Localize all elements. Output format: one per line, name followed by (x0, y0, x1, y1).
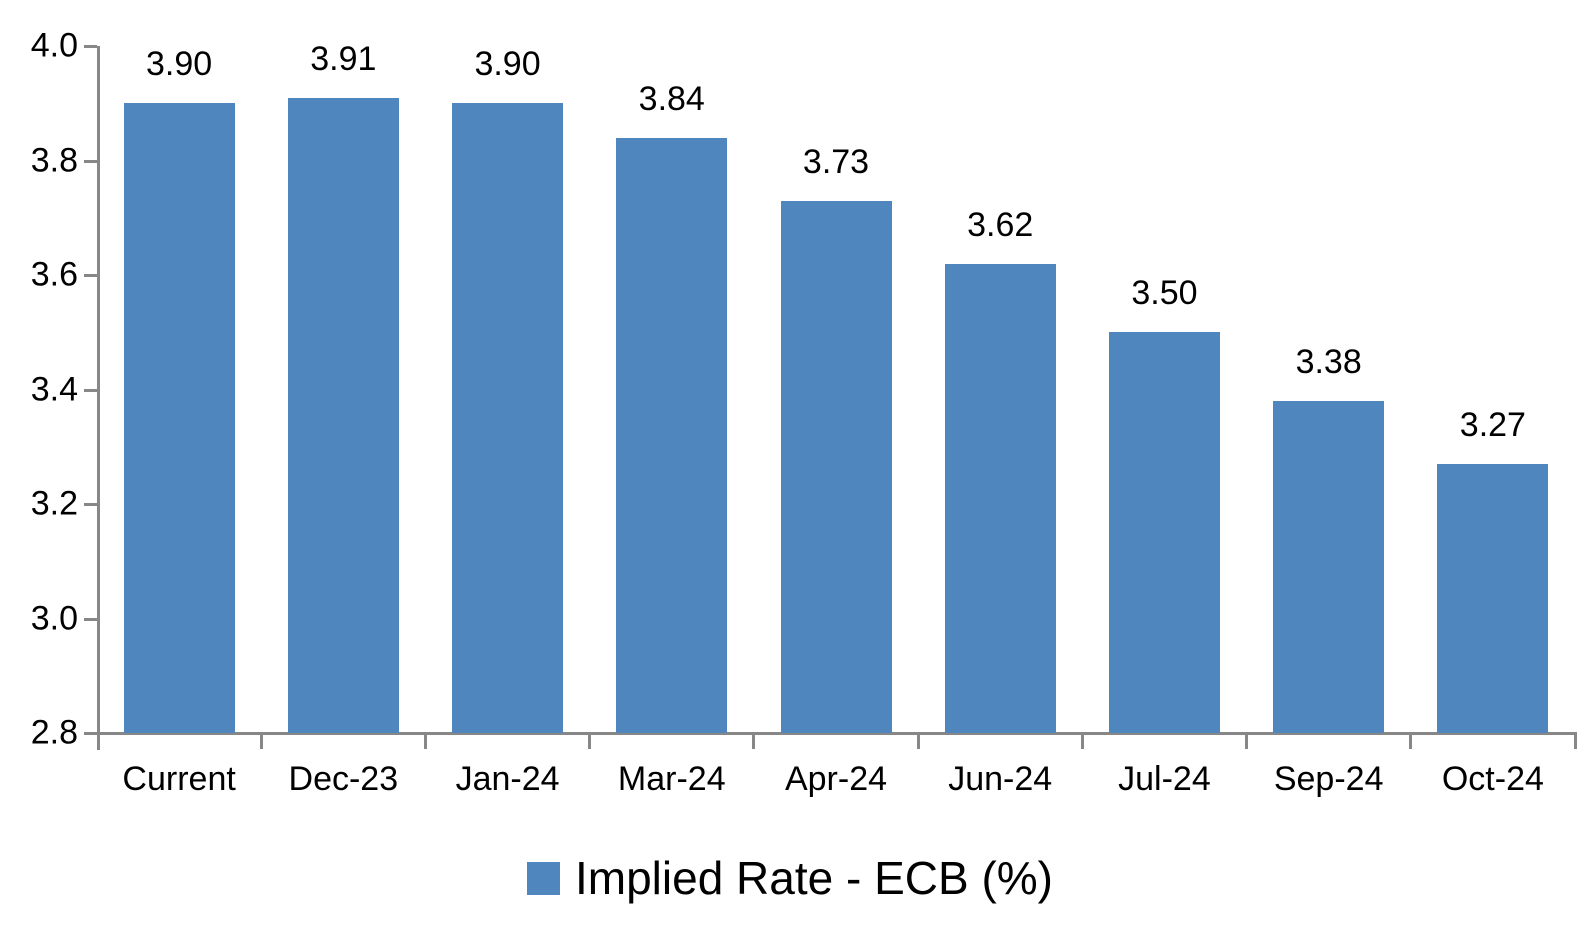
y-axis-tick (84, 159, 97, 163)
y-axis-tick (84, 45, 97, 48)
x-axis-category-label: Sep-24 (1273, 760, 1384, 798)
x-axis-category-label: Oct-24 (1441, 760, 1544, 798)
x-axis-line (97, 732, 1575, 735)
x-axis-tick (1245, 732, 1249, 749)
y-axis-tick (84, 732, 97, 735)
x-axis-tick (916, 732, 920, 749)
bar (616, 137, 728, 733)
legend: Implied Rate - ECB (%) (0, 843, 1580, 913)
y-axis-line (97, 46, 100, 750)
x-axis-tick (1573, 732, 1577, 749)
bar-value-label: 3.50 (1131, 274, 1198, 313)
x-axis-category-label: Mar-24 (617, 760, 726, 798)
legend-label: Implied Rate - ECB (%) (574, 852, 1053, 904)
bar (123, 103, 235, 733)
y-axis-tick (84, 388, 97, 392)
x-axis-tick (752, 732, 756, 749)
bar-value-label: 3.90 (146, 45, 213, 84)
y-axis-tick-label: 4.0 (30, 26, 78, 65)
bar (287, 97, 399, 733)
bar (944, 263, 1056, 733)
y-axis-tick-label: 3.4 (30, 370, 78, 408)
bar-value-label: 3.38 (1295, 342, 1362, 381)
x-axis-category-label: Jul-24 (1118, 760, 1211, 798)
y-axis-tick-label: 3.6 (30, 255, 78, 294)
bar-value-label: 3.84 (638, 79, 705, 118)
bar (1108, 332, 1220, 733)
x-axis-tick (588, 732, 592, 749)
y-axis-tick-label: 3.0 (30, 599, 78, 637)
bar-value-label: 3.62 (967, 205, 1034, 244)
y-axis-tick-label: 3.2 (30, 484, 78, 523)
x-axis-tick (1080, 732, 1084, 749)
bar-value-label: 3.73 (802, 142, 870, 181)
y-axis-tick-label: 2.8 (30, 713, 78, 752)
x-axis-category-label: Jan-24 (455, 760, 560, 798)
x-axis-tick (1409, 732, 1413, 749)
x-axis-category-label: Jun-24 (948, 760, 1053, 798)
y-axis-tick-label: 3.8 (30, 141, 78, 179)
y-axis-tick (84, 274, 97, 277)
bar-value-label: 3.27 (1459, 405, 1526, 444)
bar (1437, 463, 1549, 733)
bar (1273, 400, 1385, 733)
x-axis-tick (423, 732, 427, 749)
bar (780, 200, 892, 733)
bar (452, 103, 564, 733)
y-axis-tick (84, 503, 97, 506)
y-axis-tick (84, 617, 97, 621)
x-axis-category-label: Apr-24 (784, 760, 888, 798)
bar-value-label: 3.91 (310, 39, 377, 78)
x-axis-category-label: Dec-23 (288, 760, 399, 798)
legend-swatch-icon (526, 861, 560, 895)
x-axis-tick (259, 732, 263, 749)
x-axis-category-label: Current (122, 760, 236, 798)
bar-value-label: 3.90 (474, 45, 541, 84)
